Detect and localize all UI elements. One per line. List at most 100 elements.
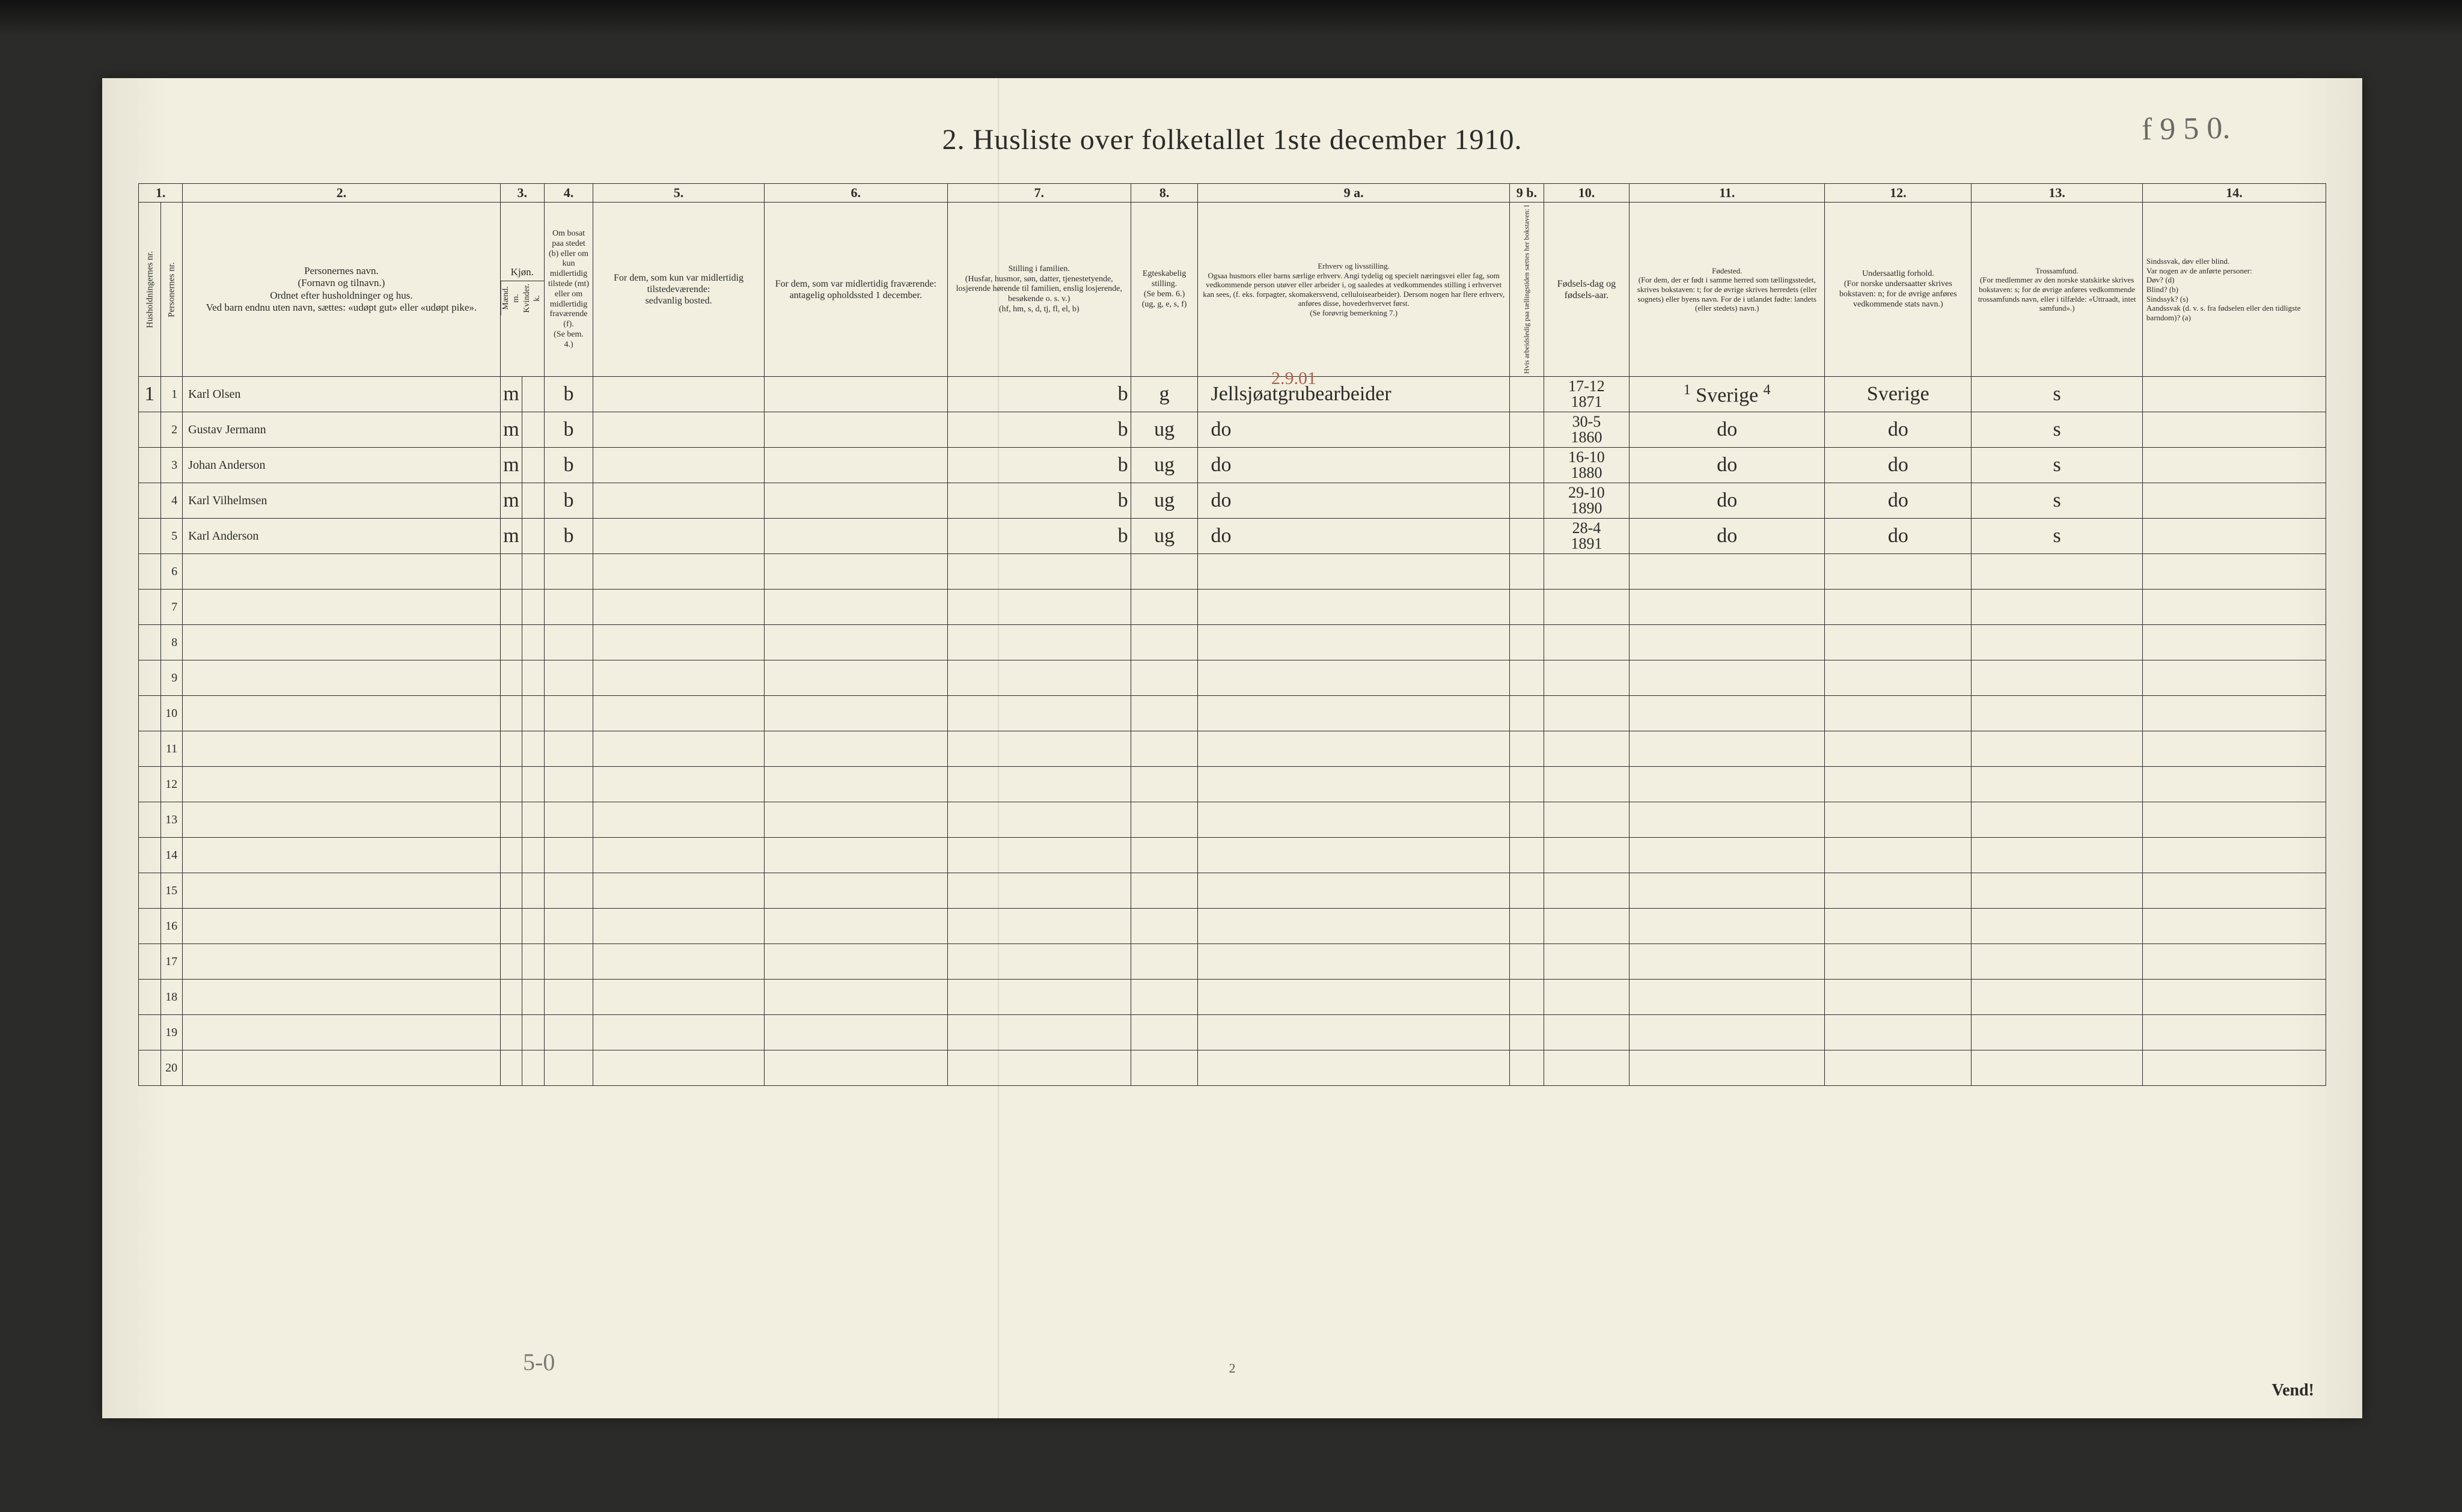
cell-blank (947, 660, 1131, 696)
cell-pn: 6 (160, 554, 183, 590)
cell-blank (593, 944, 765, 980)
cell-pn: 14 (160, 838, 183, 873)
cell-blank (1509, 1015, 1544, 1050)
cell-blank (1544, 980, 1629, 1015)
cell-blank (764, 909, 947, 944)
cell-blank (544, 767, 593, 802)
cell-hh: 1 (139, 377, 161, 412)
cell-blank (947, 980, 1131, 1015)
cell-hh (139, 554, 161, 590)
cell-pn: 12 (160, 767, 183, 802)
colnum-5: 5. (593, 184, 765, 203)
page-title: 2. Husliste over folketallet 1ste decemb… (102, 123, 2362, 156)
cell-religion: s (1972, 412, 2143, 448)
cell-blank (522, 696, 545, 731)
cell-name: Gustav Jermann (183, 412, 501, 448)
cell-blank (1131, 1015, 1198, 1050)
cell-blank (1630, 660, 1825, 696)
hdr-religion: Trossamfund. (For medlemmer av den norsk… (1972, 203, 2143, 377)
cell-name: Karl Olsen (183, 377, 501, 412)
cell-blank (1131, 802, 1198, 838)
cell-sex-k (522, 377, 545, 412)
cell-blank (593, 590, 765, 625)
cell-blank (1198, 980, 1509, 1015)
cell-blank (1972, 554, 2143, 590)
cell-blank (947, 731, 1131, 767)
table-row: 15 (139, 873, 2326, 909)
hdr-birthplace: Fødested. (For dem, der er født i samme … (1630, 203, 1825, 377)
cell-blank (2142, 625, 2326, 660)
table-row: 5 Karl Andersonmbbug do28-4 1891dodos (139, 519, 2326, 554)
colnum-9b: 9 b. (1509, 184, 1544, 203)
cell-blank (1544, 909, 1629, 944)
cell-blank (2142, 980, 2326, 1015)
cell-religion: s (1972, 377, 2143, 412)
cell-hh (139, 483, 161, 519)
cell-hh (139, 660, 161, 696)
cell-blank (1972, 696, 2143, 731)
cell-blank (1198, 802, 1509, 838)
table-row: 11 Karl Olsenmbbg Jellsjøatgrubearbeider… (139, 377, 2326, 412)
hdr-sex-label: Kjøn. (501, 264, 544, 281)
cell-blank (1544, 838, 1629, 873)
colnum-8: 8. (1131, 184, 1198, 203)
cell-blank (1509, 767, 1544, 802)
cell-blank (1198, 1015, 1509, 1050)
cell-blank (1825, 696, 1972, 731)
cell-hh (139, 909, 161, 944)
cell-occupation: Jellsjøatgrubearbeider (1198, 377, 1509, 412)
cell-birthdate: 17-12 1871 (1544, 377, 1629, 412)
table-row: 19 (139, 1015, 2326, 1050)
cell-blank (183, 554, 501, 590)
cell-birthdate: 28-4 1891 (1544, 519, 1629, 554)
cell-blank (500, 625, 522, 660)
cell-blank (1825, 767, 1972, 802)
hdr-absent: For dem, som kun var midlertidig tilsted… (593, 203, 765, 377)
cell-blank (183, 590, 501, 625)
cell-blank (1972, 731, 2143, 767)
cell-blank (1544, 731, 1629, 767)
cell-blank (500, 696, 522, 731)
cell-occupation: do (1198, 483, 1509, 519)
cell-blank (1630, 731, 1825, 767)
cell-blank (593, 696, 765, 731)
cell-occupation: do (1198, 519, 1509, 554)
cell-temp (764, 412, 947, 448)
bottom-left-annotation: 5-0 (523, 1348, 555, 1376)
colnum-12: 12. (1825, 184, 1972, 203)
cell-blank (1131, 767, 1198, 802)
cell-blank (764, 873, 947, 909)
cell-blank (593, 625, 765, 660)
cell-absent (593, 483, 765, 519)
cell-blank (1198, 909, 1509, 944)
census-table-wrap: 1. 2. 3. 4. 5. 6. 7. 8. 9 a. 9 b. 10. 11… (138, 183, 2326, 1086)
cell-pn: 17 (160, 944, 183, 980)
cell-blank (593, 767, 765, 802)
cell-blank (1825, 802, 1972, 838)
cell-9b (1509, 519, 1544, 554)
cell-blank (593, 873, 765, 909)
cell-blank (764, 590, 947, 625)
table-row: 17 (139, 944, 2326, 980)
cell-sex-m: m (500, 412, 522, 448)
cell-bosat: b (544, 412, 593, 448)
cell-blank (1544, 625, 1629, 660)
cell-absent (593, 448, 765, 483)
cell-blank (183, 909, 501, 944)
hdr-bosat: Om bosat paa stedet (b) eller om kun mid… (544, 203, 593, 377)
cell-blank (1630, 944, 1825, 980)
cell-sex-m: m (500, 483, 522, 519)
cell-blank (522, 873, 545, 909)
hdr-pn: Personernes nr. (160, 203, 183, 377)
cell-bosat: b (544, 519, 593, 554)
cell-blank (1198, 554, 1509, 590)
colnum-2: 2. (183, 184, 501, 203)
cell-blank (593, 909, 765, 944)
cell-blank (500, 909, 522, 944)
cell-blank (1630, 909, 1825, 944)
cell-temp (764, 377, 947, 412)
cell-blank (1509, 1050, 1544, 1086)
cell-birthplace: 1 Sverige 4 (1630, 377, 1825, 412)
cell-blank (183, 838, 501, 873)
cell-blank (2142, 838, 2326, 873)
